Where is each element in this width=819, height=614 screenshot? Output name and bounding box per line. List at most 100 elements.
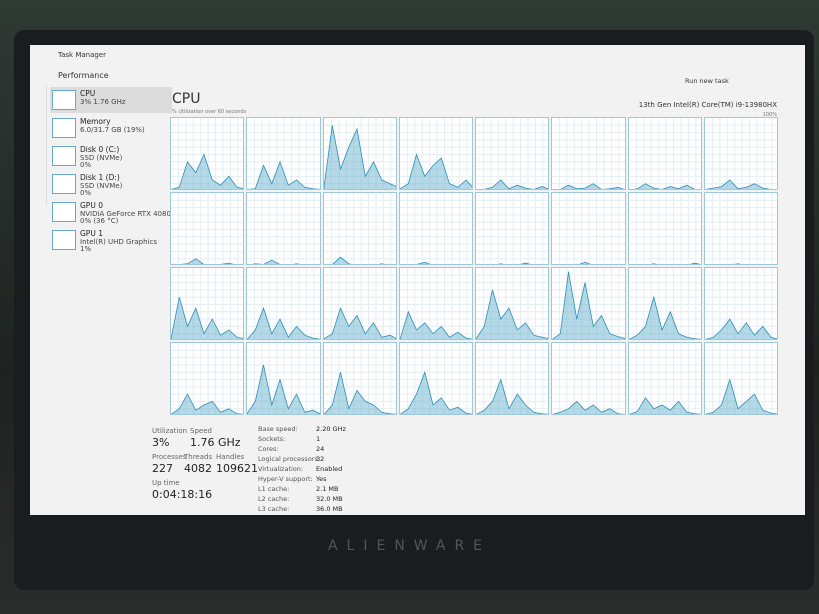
core-graph bbox=[246, 342, 321, 415]
spec-label: Sockets: bbox=[258, 435, 286, 443]
core-graph bbox=[551, 192, 626, 265]
spec-label: Cores: bbox=[258, 445, 279, 453]
core-graph bbox=[551, 117, 626, 190]
core-usage bbox=[552, 400, 625, 414]
item-name: Memory bbox=[80, 117, 111, 126]
stat-value: 0:04:18:16 bbox=[152, 488, 213, 501]
section-title: Performance bbox=[58, 71, 109, 80]
spec-value: 2.20 GHz bbox=[316, 425, 346, 433]
core-usage bbox=[323, 372, 396, 414]
core-graph bbox=[475, 117, 550, 190]
item-detail: 3% 1.76 GHz bbox=[80, 98, 126, 106]
stat-label: Processes bbox=[152, 453, 187, 461]
sidebar-item[interactable]: GPU 0 NVIDIA GeForce RTX 4080 La... 0% (36… bbox=[50, 199, 188, 225]
brand: ALIENWARE bbox=[327, 538, 492, 554]
core-usage bbox=[331, 256, 385, 264]
stats: Utilization 3% Speed 1.76 GHz Processes 227 Th… bbox=[152, 427, 262, 507]
item-name: Disk 1 (D:) bbox=[80, 173, 120, 182]
core-graph bbox=[398, 342, 473, 415]
item-name: GPU 1 bbox=[80, 229, 103, 238]
core-usage bbox=[247, 364, 320, 414]
core-usage bbox=[180, 258, 234, 264]
thumbnail bbox=[52, 202, 76, 222]
stat-value: 4082 bbox=[184, 462, 212, 475]
stat-label: Up time bbox=[152, 479, 180, 487]
core-graph bbox=[246, 117, 321, 190]
sidebar-item[interactable]: Memory 6.0/31.7 GB (19%) bbox=[50, 115, 172, 141]
thumbnail bbox=[52, 174, 76, 194]
stat-label: Handles bbox=[216, 453, 245, 461]
spec-label: Base speed: bbox=[258, 425, 298, 433]
core-usage bbox=[171, 393, 244, 414]
spec-label: Hyper-V support: bbox=[258, 475, 313, 483]
graph-caption: % Utilization over 60 seconds bbox=[172, 109, 247, 115]
item-detail: NVIDIA GeForce RTX 4080 La... bbox=[80, 210, 189, 218]
item-value: 0% bbox=[80, 161, 92, 169]
core-graphs bbox=[170, 117, 780, 417]
core-graph bbox=[322, 117, 397, 190]
run-new-task[interactable]: Run new task bbox=[685, 77, 729, 85]
stat-label: Utilization bbox=[152, 427, 188, 435]
core-usage bbox=[484, 179, 549, 189]
core-usage bbox=[323, 125, 396, 189]
core-graph bbox=[246, 267, 321, 340]
core-usage bbox=[705, 318, 777, 339]
core-usage bbox=[633, 183, 695, 189]
spec-label: L1 cache: bbox=[258, 485, 290, 493]
item-name: GPU 0 bbox=[80, 201, 103, 210]
task-manager-window: Task Manager Performance Run new task CP… bbox=[30, 45, 805, 515]
sidebar-item[interactable]: GPU 1 Intel(R) UHD Graphics 1% bbox=[50, 227, 172, 253]
core-graph bbox=[551, 342, 626, 415]
core-usage bbox=[705, 378, 777, 414]
core-graph bbox=[246, 192, 321, 265]
stat-value: 1.76 GHz bbox=[190, 436, 241, 449]
stat-value: 3% bbox=[152, 436, 170, 449]
spec-value: 32.0 MB bbox=[316, 495, 343, 503]
stat-label: Threads bbox=[184, 453, 213, 461]
core-usage bbox=[399, 310, 472, 339]
thumbnail bbox=[52, 230, 76, 250]
core-graph bbox=[627, 342, 702, 415]
item-detail: SSD (NVMe) bbox=[80, 154, 123, 162]
core-usage bbox=[247, 306, 320, 339]
perf-title: CPU bbox=[172, 91, 201, 107]
core-usage bbox=[252, 259, 301, 264]
core-usage bbox=[476, 289, 549, 339]
stat-value: 109621 bbox=[216, 462, 258, 475]
core-usage bbox=[399, 370, 472, 414]
core-graph bbox=[322, 192, 397, 265]
core-graph bbox=[551, 267, 626, 340]
thumbnail bbox=[52, 118, 76, 138]
core-graph bbox=[703, 192, 778, 265]
sidebar-item[interactable]: Disk 0 (C:) SSD (NVMe) 0% bbox=[50, 143, 172, 169]
core-graph bbox=[398, 117, 473, 190]
core-usage bbox=[476, 378, 549, 414]
spec-label: L3 cache: bbox=[258, 505, 290, 513]
sidebar-item[interactable]: Disk 1 (D:) SSD (NVMe) 0% bbox=[50, 171, 172, 197]
core-graph bbox=[627, 267, 702, 340]
core-usage bbox=[323, 306, 396, 339]
sidebar-item[interactable]: CPU 3% 1.76 GHz bbox=[50, 87, 172, 113]
core-graph bbox=[322, 267, 397, 340]
core-usage bbox=[552, 271, 625, 339]
item-value: 0% bbox=[80, 189, 92, 197]
core-usage bbox=[497, 262, 531, 264]
core-usage bbox=[628, 295, 701, 339]
spec-value: 24 bbox=[316, 445, 325, 453]
stat-value: 227 bbox=[152, 462, 173, 475]
core-graph bbox=[627, 192, 702, 265]
core-usage bbox=[649, 262, 700, 264]
core-usage bbox=[171, 153, 244, 189]
item-name: CPU bbox=[80, 89, 96, 98]
thumbnail bbox=[52, 90, 76, 110]
spec-value: Enabled bbox=[316, 465, 343, 473]
spec-label: L2 cache: bbox=[258, 495, 290, 503]
spec-label: Virtualization: bbox=[258, 465, 304, 473]
core-usage bbox=[705, 179, 771, 189]
item-value: 0% (36 °C) bbox=[80, 217, 119, 225]
spec-label: Logical processors: bbox=[258, 455, 321, 463]
core-graph bbox=[703, 342, 778, 415]
core-usage bbox=[628, 397, 701, 414]
item-detail: SSD (NVMe) bbox=[80, 182, 123, 190]
core-graph bbox=[627, 117, 702, 190]
